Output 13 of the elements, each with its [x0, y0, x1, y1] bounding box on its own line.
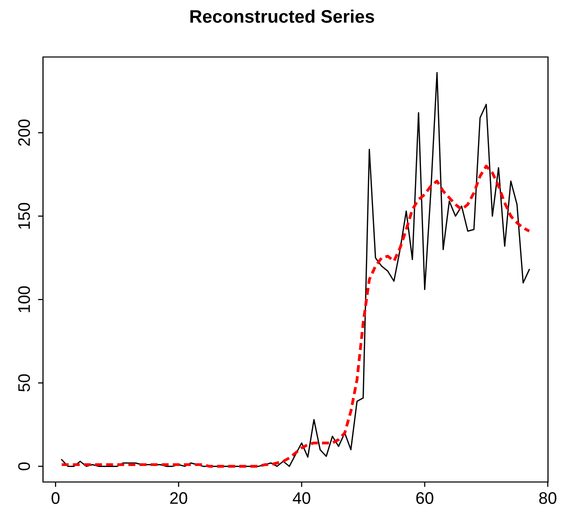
y-tick-label: 50 [18, 374, 30, 392]
line-series [60, 164, 531, 468]
y-tick-label: 150 [18, 202, 30, 229]
x-tick-label: 80 [539, 492, 556, 504]
y-tick-label: 0 [18, 462, 30, 470]
x-tick-label: 60 [416, 492, 434, 504]
y-tick-label: 200 [18, 119, 30, 146]
x-tick-label: 40 [292, 492, 310, 504]
line-series [61, 72, 530, 467]
chart-title: Reconstructed Series [190, 10, 374, 23]
x-tick-label: 0 [52, 492, 60, 504]
y-tick-label: 100 [18, 286, 30, 312]
x-tick-label: 20 [170, 492, 188, 504]
